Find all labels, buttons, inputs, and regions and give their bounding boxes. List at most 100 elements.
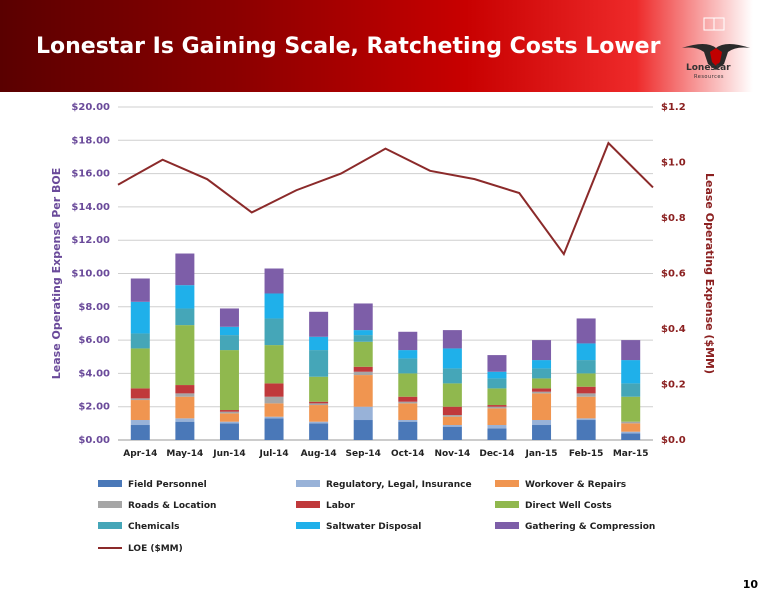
slide-title: Lonestar Is Gaining Scale, Ratcheting Co… (36, 34, 661, 59)
y2-tick-label: $0.6 (661, 269, 686, 280)
bar-segment (219, 350, 239, 411)
slide-header (0, 0, 776, 92)
legend-label: Workover & Repairs (525, 480, 626, 490)
page-number: 10 (742, 578, 758, 591)
x-tick-label: Mar-15 (613, 449, 649, 459)
bar-segment (532, 340, 552, 361)
legend-label: Roads & Location (128, 501, 216, 511)
bar-segment (219, 308, 239, 327)
legend-label: Chemicals (128, 522, 179, 532)
bar-segment (442, 348, 462, 369)
bar-segment (576, 343, 596, 361)
bar-segment (353, 420, 373, 440)
loe-chart: $0.00 $2.00 $4.00 $6.00 $8.00 $10.00 $12.00 $14… (50, 102, 716, 554)
bar-segment (576, 360, 596, 374)
legend-swatch (296, 522, 320, 529)
x-tick-label: Jun-14 (212, 449, 245, 459)
bar-segment (621, 421, 641, 424)
bar-segment (621, 423, 641, 432)
loe-line (117, 141, 654, 257)
bar-segment (130, 333, 150, 349)
bar-segment (309, 401, 329, 404)
legend-swatch (98, 501, 122, 508)
x-tick-label: Nov-14 (434, 449, 470, 459)
bar-segment (398, 350, 418, 359)
bar-segment (532, 393, 552, 421)
bar-segment (175, 393, 195, 397)
bar-segment (576, 393, 596, 397)
y-tick-label: $10.00 (71, 269, 110, 280)
y-tick-label: $4.00 (78, 368, 110, 379)
y-axis-title: Lease Operating Expense Per BOE (50, 168, 63, 379)
bar-segment (576, 396, 596, 419)
bar-segment (353, 406, 373, 421)
bar-segment (398, 421, 418, 440)
bar-segment (398, 331, 418, 351)
bar-segment (219, 326, 239, 336)
y2-tick-label: $0.8 (661, 213, 686, 224)
bar-segment (130, 425, 150, 440)
bar-segment (219, 423, 239, 440)
y-tick-label: $16.00 (71, 169, 110, 180)
bar-segment (532, 391, 552, 394)
y2-tick-label: $0.2 (661, 380, 686, 391)
bar-segment (309, 405, 329, 422)
y2-tick-label: $0.4 (661, 324, 686, 335)
y-tick-label: $2.00 (78, 402, 110, 413)
y-tick-label: $14.00 (71, 202, 110, 213)
bar-segment (442, 425, 462, 427)
bar-segment (130, 278, 150, 302)
x-tick-label: Dec-14 (479, 449, 514, 459)
bar-segment (621, 360, 641, 384)
legend-swatch (98, 480, 122, 487)
bar-segment (398, 403, 418, 421)
bar-segment (621, 340, 641, 361)
bar-segment (309, 376, 329, 402)
bar-segment (487, 388, 507, 406)
bar-segment (576, 420, 596, 440)
bar-segment (532, 378, 552, 389)
y-tick-label: $20.00 (71, 102, 110, 113)
bar-segment (442, 415, 462, 417)
bar-segment (130, 420, 150, 426)
bar-segment (576, 386, 596, 394)
y2-tick-label: $1.2 (661, 102, 686, 113)
bar-segment (621, 431, 641, 434)
bar-segment (175, 253, 195, 286)
bar-segment (309, 311, 329, 337)
bar-segment (309, 423, 329, 440)
bar-segment (487, 428, 507, 440)
bar-segment (219, 411, 239, 414)
bar-segment (353, 303, 373, 331)
legend-label: Labor (326, 501, 355, 511)
bar-segment (576, 318, 596, 344)
bar-segment (487, 406, 507, 409)
bar-segment (398, 358, 418, 374)
bar-segment (175, 308, 195, 326)
y-tick-label: $8.00 (78, 302, 110, 313)
bar-segment (309, 350, 329, 377)
y-tick-label: $12.00 (71, 235, 110, 246)
bar-segment (130, 348, 150, 389)
y-tick-label: $0.00 (78, 435, 110, 446)
bar-segment (487, 378, 507, 389)
legend-swatch (495, 501, 519, 508)
bar-segment (442, 406, 462, 416)
bar-segment (175, 325, 195, 386)
bar-segment (621, 383, 641, 397)
bar-segment (398, 401, 418, 404)
legend-swatch (296, 480, 320, 487)
bar-segment (309, 336, 329, 351)
bar-segment (309, 403, 329, 406)
bar-segment (532, 368, 552, 379)
y2-tick-label: $0.0 (661, 435, 686, 446)
bar-segment (309, 421, 329, 424)
bar-segment (532, 360, 552, 369)
bar-segment (175, 421, 195, 440)
legend-label: Regulatory, Legal, Insurance (326, 480, 472, 490)
bar-segment (398, 396, 418, 402)
bar-segment (442, 330, 462, 349)
legend-label: Direct Well Costs (525, 501, 612, 511)
x-tick-label: Jul-14 (258, 449, 288, 459)
logo-subtitle: Resources (694, 74, 725, 80)
